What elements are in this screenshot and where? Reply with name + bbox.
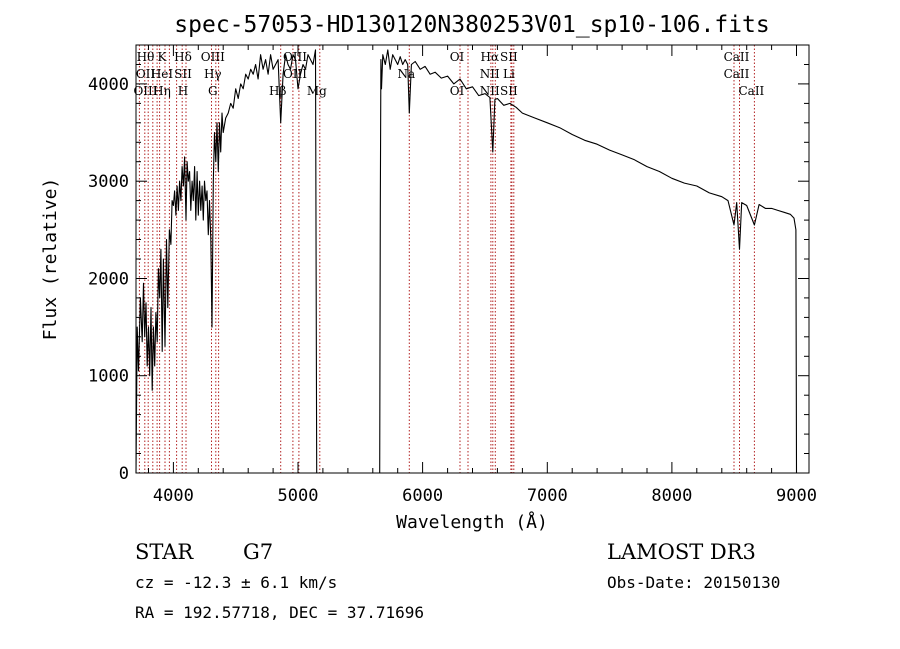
spectral-line-label: OIII [133,84,157,98]
x-axis: 4000 5000 6000 7000 8000 9000 [148,45,817,506]
y-tick-label: 4000 [88,75,129,95]
spectral-line-label: Li [503,67,515,81]
spectrum-line [135,49,798,474]
x-tick-label: 4000 [153,486,194,506]
spectral-line-label: CaII [738,84,764,98]
spectral-line-label: Hθ [137,50,155,64]
x-tick-label: 8000 [651,486,692,506]
spectral-line-label: OI [450,84,465,98]
spectral-line-label: CaII [724,50,750,64]
y-tick-label: 1000 [88,367,129,387]
spectral-line-markers [138,45,755,473]
y-tick-label: 0 [119,464,129,484]
spectral-line-label: Na [397,67,415,81]
x-tick-label: 6000 [402,486,443,506]
x-tick-label: 7000 [527,486,568,506]
spectral-line-label: OI [450,50,465,64]
spectral-line-label: Hγ [204,67,222,81]
spectrum-series [135,49,798,474]
x-tick-label: 5000 [278,486,319,506]
spectral-line-label: OIII [283,67,307,81]
spectral-line-label: K [158,50,168,64]
y-axis: 0 1000 2000 3000 4000 [88,44,809,484]
spectral-line-label: OIII [283,50,307,64]
spectral-line-label: Hδ [174,50,192,64]
y-tick-label: 3000 [88,172,129,192]
spectral-line-label: Hβ [269,84,286,98]
spectral-line-label: H [178,84,188,98]
survey-name: LAMOST DR3 [607,540,756,564]
spectral-line-label: SII [500,84,518,98]
plot-frame [135,44,810,474]
spectral-line-label: NII [480,67,500,81]
spectral-line-label: OII [136,67,156,81]
spectral-line-label: NII [480,84,500,98]
spectral-line-label: Hη [153,84,171,98]
chart-title: spec-57053-HD130120N380253V01_sp10-106.f… [174,12,769,38]
spectral-line-label: G [208,84,218,98]
spectral-line-label: CaII [724,67,750,81]
y-axis-title: Flux (relative) [40,178,61,341]
spectral-line-label: SII [500,50,518,64]
x-axis-title: Wavelength (Å) [396,511,548,533]
spectral-line-label: Hα [481,50,500,64]
y-tick-label: 2000 [88,270,129,290]
object-type: STAR [135,540,194,564]
redshift-text: cz = -12.3 ± 6.1 km/s [135,573,337,592]
spectral-line-label: Mg [307,84,327,98]
spectral-subclass: G7 [243,540,273,564]
coordinates-text: RA = 192.57718, DEC = 37.71696 [135,603,424,622]
spectral-line-label: OIII [201,50,225,64]
x-tick-label: 9000 [776,486,817,506]
obs-date: Obs-Date: 20150130 [607,573,780,592]
spectral-line-label: SII [174,67,192,81]
spectral-line-label: HeI [151,67,174,81]
